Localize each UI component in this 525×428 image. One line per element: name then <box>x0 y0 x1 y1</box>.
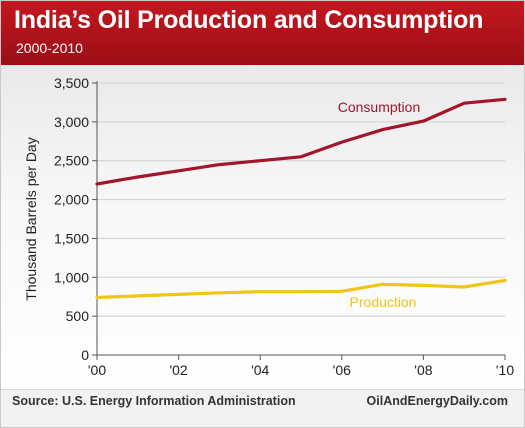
y-tick-label: 2,000 <box>54 192 89 208</box>
y-axis-title: Thousand Barrels per Day <box>23 137 39 300</box>
production-series-label: Production <box>350 294 417 310</box>
x-tick-label: '04 <box>251 362 269 378</box>
x-tick-label: '08 <box>414 362 432 378</box>
y-tick-label: 500 <box>66 308 90 324</box>
x-tick-label: '00 <box>88 362 106 378</box>
x-tick-label: '10 <box>496 362 514 378</box>
y-tick-label: 3,000 <box>54 114 89 130</box>
y-tick-label: 1,500 <box>54 230 89 246</box>
site-name: OilAndEnergyDaily.com <box>366 394 508 408</box>
x-tick-label: '02 <box>169 362 187 378</box>
y-tick-label: 1,000 <box>54 269 89 285</box>
source-note: Source: U.S. Energy Information Administ… <box>12 394 296 408</box>
consumption-series-label: Consumption <box>338 99 421 115</box>
y-tick-label: 2,500 <box>54 153 89 169</box>
page-title: India’s Oil Production and Consumption <box>14 6 484 34</box>
footer-bar <box>1 389 524 427</box>
y-tick-label: 0 <box>81 347 89 363</box>
consumption-line <box>95 97 507 186</box>
chart-background <box>1 65 524 389</box>
page-subtitle: 2000-2010 <box>16 40 83 56</box>
y-tick-label: 3,500 <box>54 75 89 91</box>
x-tick-label: '06 <box>333 362 351 378</box>
title-banner: India’s Oil Production and Consumption 2… <box>1 1 524 65</box>
production-line <box>95 278 507 300</box>
